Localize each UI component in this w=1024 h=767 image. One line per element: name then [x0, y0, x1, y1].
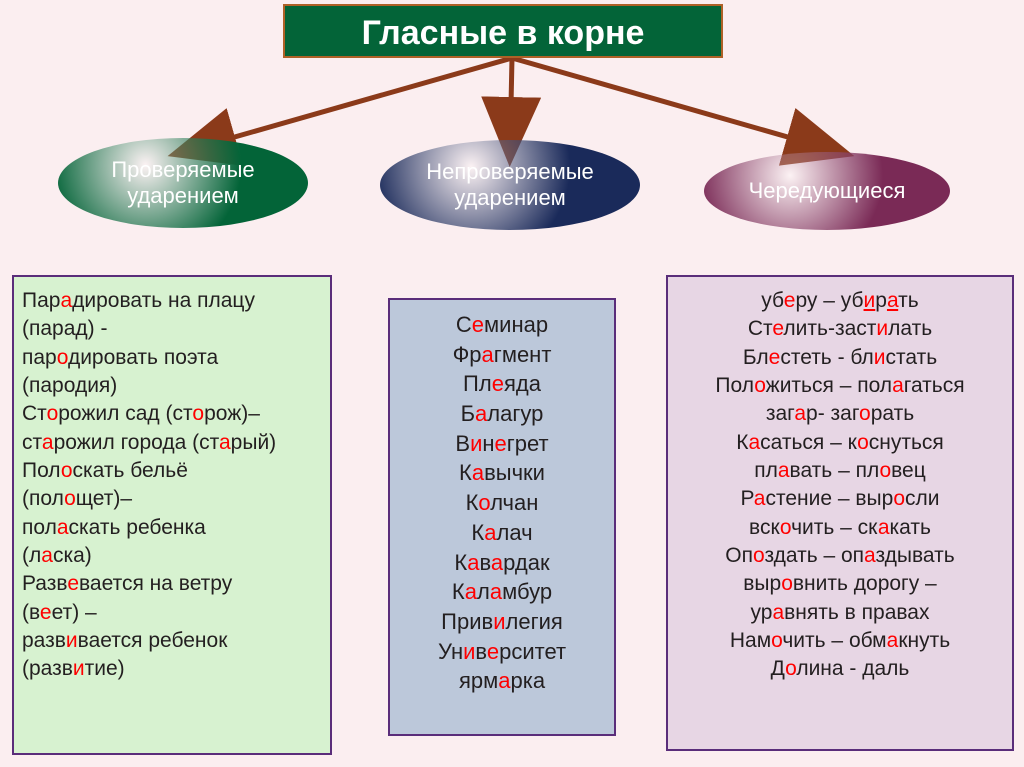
example-line: Блестеть - блистать	[676, 344, 1004, 372]
examples-right: уберу – убиратьСтелить-застилатьБлестеть…	[666, 275, 1014, 751]
example-line: уравнять в правах	[676, 599, 1004, 627]
example-line: плавать – пловец	[676, 457, 1004, 485]
title-text: Гласные в корне	[362, 14, 645, 52]
example-line: Университет	[398, 637, 606, 667]
example-line: загар- загорать	[676, 400, 1004, 428]
example-line: Колчан	[398, 488, 606, 518]
example-line: (пародия)	[22, 372, 322, 400]
example-line: (развитие)	[22, 655, 322, 683]
example-line: Развевается на ветру	[22, 570, 322, 598]
example-line: Касаться – коснуться	[676, 429, 1004, 457]
example-line: Сторожил сад (сторож)–	[22, 400, 322, 428]
example-line: Долина - даль	[676, 655, 1004, 683]
example-line: пародировать поэта	[22, 344, 322, 372]
example-line: Кавардак	[398, 548, 606, 578]
example-line: уберу – убирать	[676, 287, 1004, 315]
example-line: Калач	[398, 518, 606, 548]
example-line: старожил города (старый)	[22, 429, 322, 457]
title-box: Гласные в корне	[283, 4, 723, 58]
example-line: Опоздать – опаздывать	[676, 542, 1004, 570]
example-line: Винегрет	[398, 429, 606, 459]
example-line: Полоскать бельё	[22, 457, 322, 485]
example-line: развивается ребенок	[22, 627, 322, 655]
example-line: Стелить-застилать	[676, 315, 1004, 343]
example-line: Каламбур	[398, 577, 606, 607]
category-cat2: Непроверяемые ударением	[380, 140, 640, 230]
example-line: вскочить – скакать	[676, 514, 1004, 542]
example-line: Плеяда	[398, 369, 606, 399]
example-line: (ласка)	[22, 542, 322, 570]
example-line: Парадировать на плацу	[22, 287, 322, 315]
example-line: (полощет)–	[22, 485, 322, 513]
example-line: выровнить дорогу –	[676, 570, 1004, 598]
example-line: Семинар	[398, 310, 606, 340]
examples-mid: СеминарФрагментПлеядаБалагурВинегретКавы…	[388, 298, 616, 736]
category-label: Чередующиеся	[749, 178, 906, 204]
example-line: ярмарка	[398, 666, 606, 696]
category-cat3: Чередующиеся	[704, 152, 950, 230]
example-line: Положиться – полагаться	[676, 372, 1004, 400]
example-line: Балагур	[398, 399, 606, 429]
example-line: Намочить – обмакнуть	[676, 627, 1004, 655]
example-line: Фрагмент	[398, 340, 606, 370]
example-line: (парад) -	[22, 315, 322, 343]
examples-left: Парадировать на плацу(парад) -пародирова…	[12, 275, 332, 755]
example-line: Привилегия	[398, 607, 606, 637]
category-label: Непроверяемые ударением	[388, 159, 632, 211]
example-line: (веет) –	[22, 599, 322, 627]
category-cat1: Проверяемые ударением	[58, 138, 308, 228]
example-line: Кавычки	[398, 458, 606, 488]
example-line: поласкать ребенка	[22, 514, 322, 542]
example-line: Растение – выросли	[676, 485, 1004, 513]
category-label: Проверяемые ударением	[66, 157, 300, 209]
